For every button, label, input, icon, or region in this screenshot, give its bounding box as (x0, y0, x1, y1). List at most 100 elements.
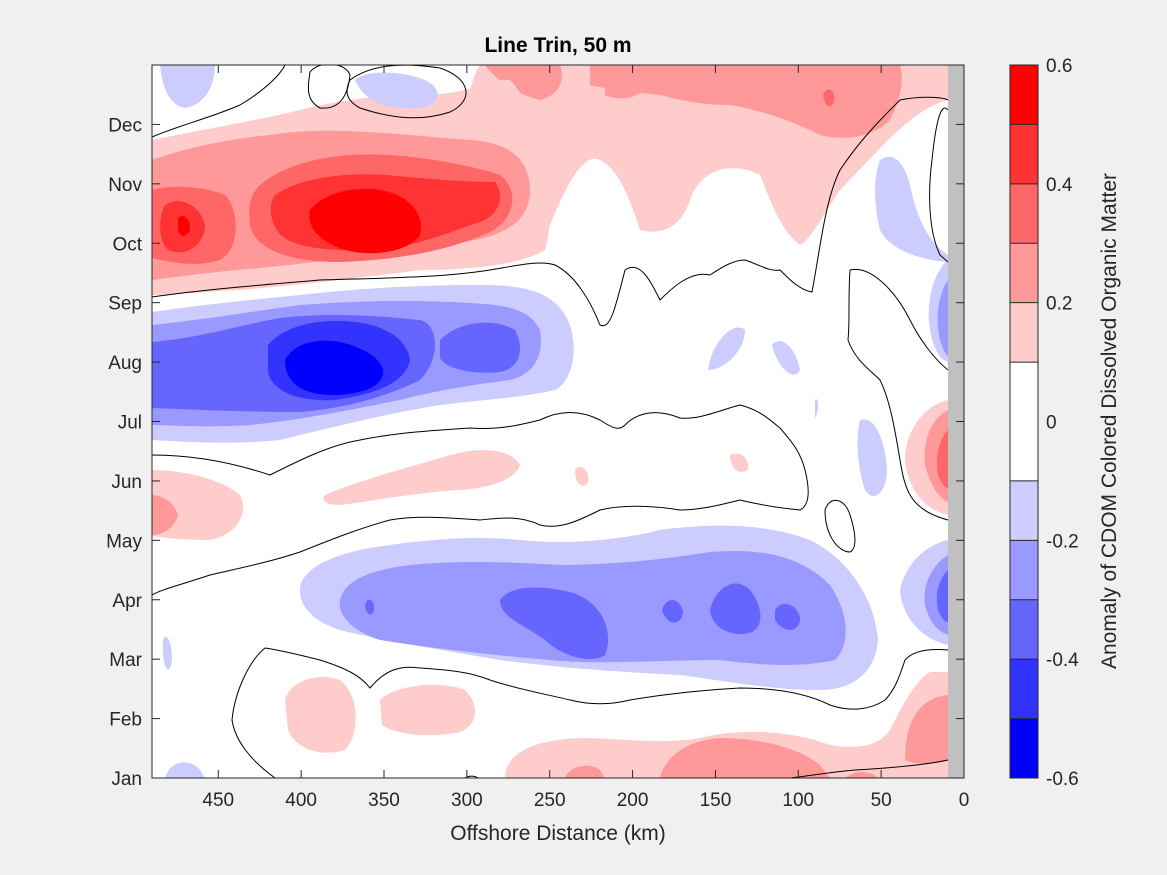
y-tick-label: Oct (112, 234, 142, 255)
contour-region-right-10 (936, 570, 948, 622)
colorbar-swatch (1010, 183, 1038, 244)
colorbar-tick-label: -0.2 (1046, 531, 1079, 552)
x-tick-labels: 450 400 350 300 250 200 150 100 50 0 (202, 790, 969, 811)
colorbar-tick-label: 0.4 (1046, 175, 1073, 196)
x-tick-label: 250 (534, 790, 566, 811)
contour-region-aug-neg-06 (285, 340, 384, 395)
x-tick-label: 0 (959, 790, 970, 811)
colorbar-tick-label: 0 (1046, 413, 1057, 434)
contour-region-bottom-neg-01 (165, 762, 205, 778)
contour-region-jan-pos-03 (565, 765, 605, 778)
contour-region-top-neg-01 (160, 65, 215, 108)
zero-contour-10 (231, 647, 949, 778)
colorbar-swatches (1010, 64, 1038, 778)
y-tick-label: Nov (108, 175, 142, 196)
zero-contour-11 (789, 759, 949, 778)
contour-region-dec-pos-05 (823, 89, 835, 107)
contour-region-jan-pos-05 (845, 772, 878, 778)
zero-contours (152, 65, 949, 778)
colorbar-swatch (1010, 718, 1038, 778)
colorbar-swatch (1010, 599, 1038, 660)
contour-region-aug-neg-04 (440, 322, 520, 373)
contour-region-top-neg-02 (355, 72, 438, 109)
y-tick-label: Jan (111, 769, 142, 790)
y-tick-label: Sep (108, 294, 142, 315)
y-tick-label: Jul (118, 413, 142, 434)
x-tick-label: 150 (700, 790, 732, 811)
contour-region-jan-pos-02 (660, 738, 830, 778)
colorbar-swatch (1010, 65, 1038, 125)
contour-region-dec-pos-03 (485, 65, 562, 100)
zero-contour-08 (152, 404, 809, 596)
contour-region-jun-pos-02 (152, 495, 178, 535)
contour-region-right-02 (937, 280, 948, 356)
contour-region-blob-02 (772, 341, 800, 375)
tick-marks (152, 65, 965, 779)
colorbar-swatch (1010, 302, 1038, 363)
colorbar: 0.6 0.4 0.2 0 -0.2 -0.4 -0.6 Anomaly of CDOM C… (1009, 56, 1121, 790)
x-tick-label: 50 (871, 790, 892, 811)
plot-area: 450 400 350 300 250 200 150 100 50 0 Jan Feb Mar Apr… (106, 64, 969, 811)
contour-region-apr-neg-03 (500, 587, 609, 660)
x-tick-label: 400 (285, 790, 317, 811)
contour-region-dec-pos-02 (590, 65, 902, 138)
contour-region-apr-neg-05 (662, 600, 683, 623)
x-tick-label: 300 (451, 790, 483, 811)
colorbar-swatch (1010, 659, 1038, 719)
contour-region-blob-03 (815, 399, 819, 418)
y-tick-label: Mar (109, 650, 142, 671)
colorbar-label: Anomaly of CDOM Colored Dissolved Organi… (1098, 173, 1121, 669)
chart-title: Line Trin, 50 m (484, 34, 631, 57)
zero-contour-05 (929, 107, 949, 263)
zero-contour-02 (307, 65, 351, 109)
contour-fills (152, 65, 948, 778)
colorbar-swatch (1010, 243, 1038, 303)
y-tick-label: May (106, 531, 142, 552)
colorbar-tick-label: 0.2 (1046, 294, 1072, 315)
x-tick-label: 100 (782, 790, 814, 811)
y-tick-labels: Jan Feb Mar Apr May Jun Jul Aug Sep Oct Nov Dec (106, 115, 143, 790)
colorbar-swatch (1010, 124, 1038, 184)
zero-contour-07 (847, 269, 949, 521)
colorbar-swatch (1010, 362, 1038, 481)
zero-contour-01 (152, 65, 286, 138)
contour-region-octnov-pos-07 (309, 188, 421, 254)
y-tick-label: Dec (108, 115, 142, 136)
contour-region-blob-01 (708, 327, 745, 370)
colorbar-tick-label: 0.6 (1046, 56, 1072, 77)
contour-region-octnov-pos-08 (178, 215, 190, 236)
contour-region-jun-pos-04 (575, 466, 589, 486)
contour-region-jan-pos-01 (505, 672, 948, 778)
y-tick-label: Aug (108, 353, 142, 374)
contour-region-right-03 (875, 156, 948, 262)
zero-contour-04 (152, 96, 949, 327)
colorbar-tick-label: -0.4 (1046, 650, 1079, 671)
zero-contour-09 (824, 500, 856, 553)
x-axis-label: Offshore Distance (km) (450, 822, 666, 845)
x-tick-label: 450 (202, 790, 234, 811)
colorbar-frame (1009, 64, 1039, 779)
contour-region-apr-neg-07 (365, 599, 375, 615)
contour-region-feb-pos-01 (285, 676, 356, 753)
contour-region-feb-pos-02 (380, 684, 476, 736)
x-tick-label: 200 (617, 790, 649, 811)
contour-region-jun-pos-05 (730, 453, 749, 472)
colorbar-tick-label: -0.6 (1046, 769, 1079, 790)
colorbar-tick-labels: 0.6 0.4 0.2 0 -0.2 -0.4 -0.6 (1046, 56, 1079, 790)
colorbar-swatch (1010, 480, 1038, 541)
contour-region-right-07 (857, 419, 887, 497)
colorbar-swatch (1010, 540, 1038, 600)
y-tick-label: Jun (111, 472, 142, 493)
contour-region-apr-neg-04 (710, 583, 761, 634)
y-tick-label: Apr (112, 591, 142, 612)
contour-region-right-06 (936, 430, 948, 488)
contour-region-top-neg-03 (163, 636, 172, 670)
contour-region-apr-neg-06 (775, 603, 800, 630)
contour-region-dec-pos-04 (605, 73, 648, 99)
contour-region-jan-pos-04 (905, 695, 948, 764)
contour-region-jun-pos-03 (323, 449, 520, 505)
x-tick-label: 350 (368, 790, 400, 811)
y-tick-label: Feb (109, 710, 142, 731)
zero-contour-06 (849, 268, 949, 371)
